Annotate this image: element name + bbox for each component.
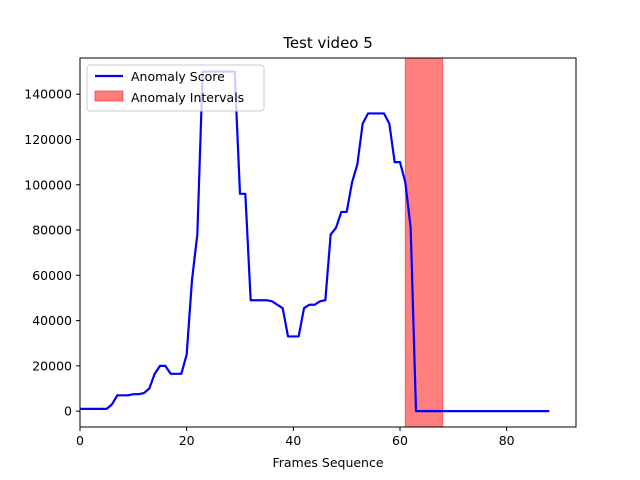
legend-label-anomaly-intervals: Anomaly Intervals	[131, 90, 244, 105]
x-tick-label: 40	[285, 433, 301, 448]
legend-label-anomaly-score: Anomaly Score	[131, 69, 225, 84]
y-axis: 0 20000 40000 60000 80000 100000 120000 140000	[24, 87, 80, 419]
y-tick-label: 0	[64, 404, 72, 419]
series-line-anomaly-score	[80, 70, 550, 413]
plot-frame	[79, 57, 577, 428]
y-tick-label: 140000	[24, 87, 72, 102]
y-tick-label: 40000	[32, 313, 72, 328]
y-tick-label: 80000	[32, 223, 72, 238]
legend-box	[86, 64, 265, 112]
series-group	[80, 70, 550, 413]
chart-title: Test video 5	[282, 34, 373, 52]
y-tick-label: 20000	[32, 358, 72, 373]
x-tick-label: 0	[76, 433, 84, 448]
x-tick-label: 80	[499, 433, 515, 448]
y-tick-label: 100000	[24, 177, 72, 192]
y-tick-label: 60000	[32, 268, 72, 283]
x-axis: 0 20 40 60 80	[76, 427, 515, 448]
x-tick-label: 60	[392, 433, 408, 448]
y-tick-label: 120000	[24, 132, 72, 147]
x-axis-title: Frames Sequence	[272, 455, 383, 470]
legend-swatch-anomaly-intervals	[94, 90, 124, 102]
x-tick-label: 20	[179, 433, 195, 448]
legend: Anomaly Score Anomaly Intervals	[86, 64, 265, 112]
